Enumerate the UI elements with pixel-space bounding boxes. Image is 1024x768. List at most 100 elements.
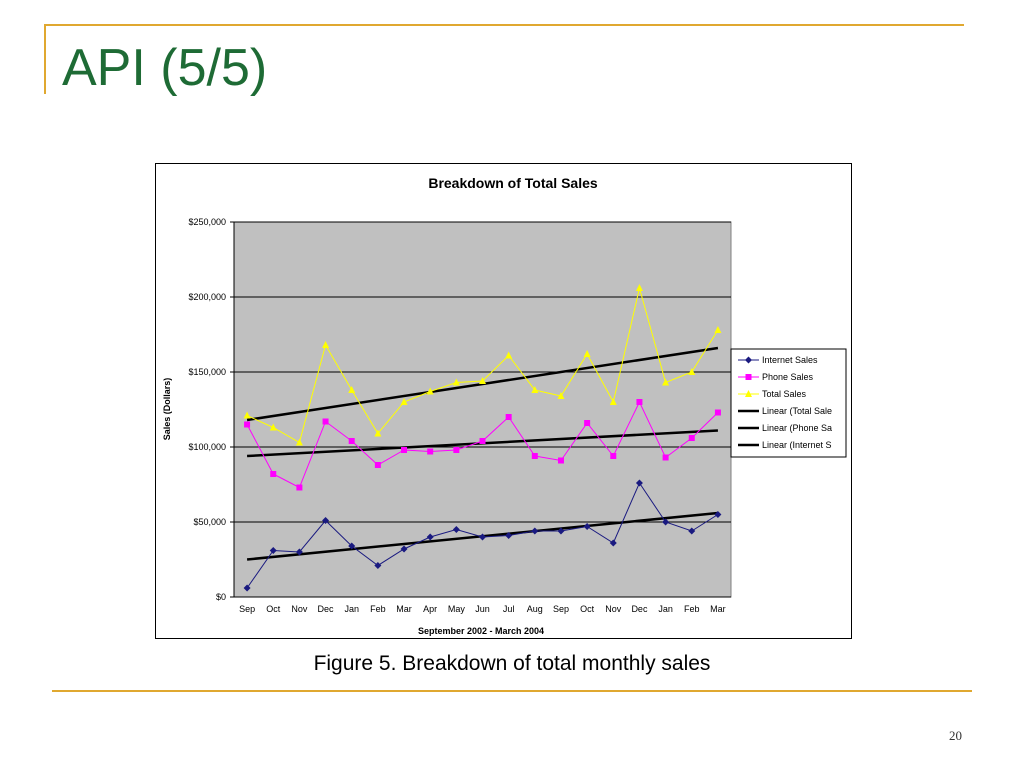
- y-tick-label: $250,000: [188, 217, 226, 227]
- x-tick-label: Dec: [631, 604, 648, 614]
- legend-marker: [745, 390, 752, 397]
- internet-sales-point: [557, 527, 565, 535]
- total-sales-point: [531, 386, 539, 393]
- internet-sales-point: [688, 527, 696, 535]
- phone-sales-point: [322, 418, 329, 425]
- internet-sales-point: [374, 562, 382, 569]
- phone-sales-point: [688, 435, 695, 441]
- slide-frame-left-rule: [44, 24, 46, 94]
- total-sales-point: [688, 368, 696, 375]
- total-sales-point: [479, 377, 486, 384]
- x-tick-label: Jan: [344, 604, 359, 614]
- total-sales-point: [374, 429, 382, 437]
- y-axis-label: Sales (Dollars): [162, 378, 172, 441]
- x-tick-label: Jul: [503, 604, 515, 614]
- page-number: 20: [949, 728, 962, 743]
- phone-sales-point: [401, 447, 408, 453]
- total-sales-point: [348, 386, 356, 393]
- total-sales-point: [635, 284, 643, 291]
- total-sales-point: [583, 350, 591, 357]
- phone-sales-point: [374, 462, 381, 468]
- phone-sales-point: [505, 414, 512, 420]
- phone-sales-point: [427, 448, 434, 455]
- internet-sales-point: [348, 542, 356, 550]
- internet-sales-point: [452, 526, 460, 533]
- x-tick-label: Nov: [605, 604, 622, 614]
- internet-sales-point: [295, 548, 303, 556]
- legend-marker: [745, 356, 752, 364]
- slide-frame-top-rule: [44, 24, 964, 26]
- x-tick-label: Jan: [658, 604, 673, 614]
- total-sales-point: [557, 392, 565, 399]
- phone-sales-point: [270, 471, 277, 477]
- internet-sales-point: [426, 533, 434, 541]
- x-tick-label: Apr: [423, 604, 437, 614]
- phone-sales-point: [610, 453, 617, 459]
- legend: [730, 348, 847, 458]
- legend-label: Linear (Internet S: [762, 440, 832, 450]
- internet-sales-point: [635, 479, 643, 487]
- chart-container: Breakdown of Total Sales Sales (Dollars)…: [155, 163, 852, 639]
- legend-label: Total Sales: [762, 389, 807, 399]
- y-tick-label: $100,000: [188, 442, 226, 452]
- figure-caption: Figure 5. Breakdown of total monthly sal…: [313, 652, 711, 675]
- internet-sales-point: [531, 527, 539, 535]
- x-tick-label: Feb: [370, 604, 386, 614]
- x-tick-label: Nov: [291, 604, 308, 614]
- internet-sales-point: [243, 584, 251, 592]
- total-sales-point: [269, 423, 277, 431]
- internet-sales-point: [479, 533, 486, 541]
- x-tick-label: Mar: [396, 604, 412, 614]
- phone-sales-point: [714, 409, 721, 416]
- phone-sales-point: [557, 457, 564, 464]
- total-sales-point: [426, 387, 434, 395]
- total-sales-point: [662, 378, 670, 386]
- x-tick-label: Jun: [475, 604, 490, 614]
- total-sales-point: [295, 438, 303, 446]
- total-sales-point: [505, 351, 513, 359]
- legend-label: Linear (Total Sale: [762, 406, 832, 416]
- phone-sales-point: [296, 484, 303, 491]
- legend-label: Phone Sales: [762, 372, 814, 382]
- total-sales-point: [322, 341, 330, 348]
- x-tick-label: Oct: [580, 604, 595, 614]
- total-sales-point: [452, 378, 460, 386]
- phone-sales-point: [531, 453, 538, 459]
- internet-sales-point: [583, 523, 591, 530]
- internet-sales-point: [269, 547, 277, 554]
- y-tick-label: $200,000: [188, 292, 226, 302]
- chart-title: Breakdown of Total Sales: [428, 175, 598, 191]
- phone-sales-point: [636, 399, 643, 405]
- x-tick-label: Dec: [318, 604, 335, 614]
- legend-marker: [745, 374, 752, 380]
- x-tick-label: Feb: [684, 604, 700, 614]
- phone-sales-point: [479, 438, 486, 444]
- legend-label: Linear (Phone Sa: [762, 423, 832, 433]
- phone-sales-point: [453, 447, 460, 453]
- legend-label: Internet Sales: [762, 355, 818, 365]
- internet-sales-point: [714, 511, 722, 518]
- x-tick-label: Mar: [710, 604, 726, 614]
- slide-title: API (5/5): [62, 39, 268, 97]
- phone-sales-point: [662, 454, 669, 461]
- internet-sales-point: [505, 532, 513, 539]
- x-tick-label: Oct: [266, 604, 281, 614]
- internet-sales-point: [400, 545, 408, 553]
- x-axis-label: September 2002 - March 2004: [418, 626, 544, 636]
- y-tick-label: $150,000: [188, 367, 226, 377]
- y-tick-label: $50,000: [193, 517, 226, 527]
- slide-footer-rule: [52, 690, 972, 692]
- x-tick-label: Sep: [239, 604, 255, 614]
- x-tick-label: Sep: [553, 604, 569, 614]
- x-tick-label: Aug: [527, 604, 543, 614]
- sales-chart: Breakdown of Total Sales Sales (Dollars)…: [162, 175, 847, 636]
- total-sales-point: [243, 411, 251, 419]
- y-tick-label: $0: [216, 592, 226, 602]
- internet-sales-point: [609, 539, 617, 547]
- phone-sales-point: [244, 421, 251, 428]
- total-sales-point: [609, 398, 617, 405]
- x-tick-label: May: [448, 604, 466, 614]
- total-sales-point: [400, 398, 408, 405]
- total-sales-point: [714, 326, 722, 333]
- internet-sales-point: [662, 518, 670, 526]
